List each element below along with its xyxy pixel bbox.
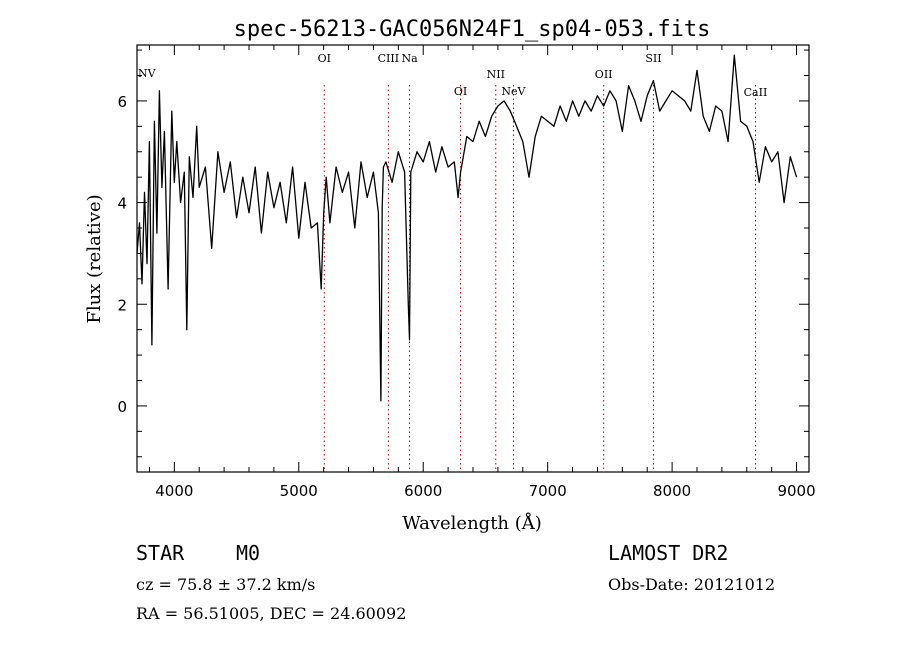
spectrum-series bbox=[136, 54, 798, 402]
x-tick-label: 5000 bbox=[280, 482, 318, 500]
emission-line-label: SII bbox=[645, 52, 661, 65]
y-tick-label: 0 bbox=[117, 398, 127, 416]
emission-line-markers bbox=[323, 85, 756, 472]
redshift-cz: cz = 75.8 ± 37.2 km/s bbox=[136, 575, 316, 594]
emission-line-label: Na bbox=[401, 52, 418, 65]
emission-line-label: NV bbox=[138, 67, 157, 80]
survey-name: LAMOST DR2 bbox=[608, 541, 729, 565]
emission-line-label: CaII bbox=[744, 86, 768, 99]
chart-title: spec-56213-GAC056N24F1_sp04-053.fits bbox=[234, 17, 711, 42]
emission-line-label: NeV bbox=[501, 85, 526, 98]
y-tick-label: 4 bbox=[117, 195, 127, 213]
emission-line-labels: NV OI CIII Na OI NII NeV OII SII CaII bbox=[138, 52, 767, 99]
emission-line-label: OI bbox=[318, 52, 331, 65]
emission-line-label: NII bbox=[487, 68, 505, 81]
x-axis-label: Wavelength (Å) bbox=[402, 512, 542, 534]
x-tick-label: 6000 bbox=[404, 482, 442, 500]
x-tick-label: 8000 bbox=[653, 482, 691, 500]
emission-line-label: OI bbox=[454, 85, 467, 98]
object-subclass: M0 bbox=[236, 541, 261, 565]
x-tick-label: 7000 bbox=[529, 482, 567, 500]
axes: 4000 5000 6000 7000 8000 9000 0 2 4 6 bbox=[117, 45, 816, 500]
x-tick-label: 4000 bbox=[155, 482, 193, 500]
spectrum-line bbox=[136, 54, 798, 402]
plot-frame bbox=[136, 44, 810, 473]
object-class: STAR bbox=[136, 541, 185, 565]
coordinates: RA = 56.51005, DEC = 24.60092 bbox=[136, 604, 407, 623]
y-axis-label: Flux (relative) bbox=[84, 194, 105, 323]
y-tick-label: 6 bbox=[117, 93, 127, 111]
x-tick-label: 9000 bbox=[777, 482, 815, 500]
emission-line-label: OII bbox=[595, 68, 613, 81]
observation-date: Obs-Date: 20121012 bbox=[608, 575, 776, 594]
emission-line-label: CIII bbox=[378, 52, 399, 65]
y-tick-label: 2 bbox=[117, 296, 127, 314]
